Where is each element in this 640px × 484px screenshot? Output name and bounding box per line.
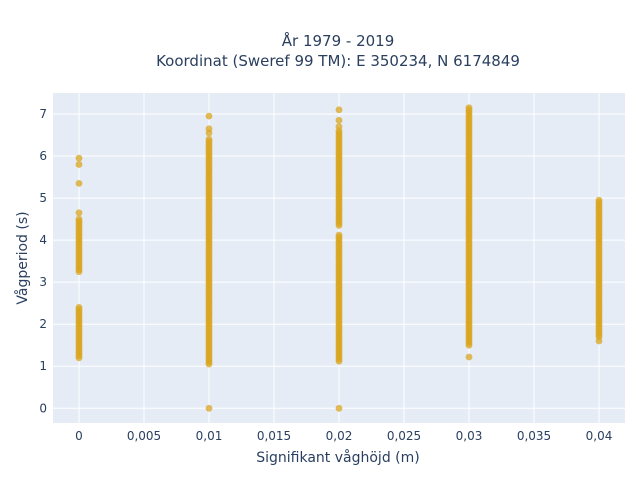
scatter-point [205,135,213,143]
scatter-point [595,196,603,204]
scatter-point [75,161,83,168]
scatter-point [335,106,343,114]
x-tick-label: 0,025 [387,429,421,443]
scatter-point [335,231,343,239]
y-tick-label: 2 [39,317,47,331]
y-tick-label: 0 [39,401,47,415]
x-tick-label: 0,035 [517,429,551,443]
x-tick-label: 0,015 [257,429,291,443]
scatter-point [205,404,213,412]
x-tick-label: 0 [75,429,83,443]
scatter-point [465,353,473,361]
x-tick-label: 0,01 [196,429,223,443]
data-points [75,104,603,412]
x-tick-label: 0,03 [456,429,483,443]
x-tick-label: 0,04 [586,429,613,443]
chart-title-line1: År 1979 - 2019 [282,31,395,50]
scatter-point [75,154,83,162]
x-tick-label: 0,005 [127,429,161,443]
scatter-point [75,179,83,187]
x-axis-title: Signifikant våghöjd (m) [256,449,419,466]
y-tick-label: 1 [39,359,47,373]
y-axis-title: Vågperiod (s) [14,211,31,304]
x-axis-ticks: 0 0,005 0,01 0,015 0,02 0,025 0,03 0,035 0,04 [75,429,612,443]
scatter-point [75,209,83,217]
scatter-point [205,125,213,133]
scatter-point [75,215,83,223]
scatter-point [595,337,603,345]
scatter-point [335,123,343,131]
y-tick-label: 3 [39,275,47,289]
scatter-point [75,303,83,311]
chart-title-line2: Koordinat (Sweref 99 TM): E 350234, N 61… [156,52,520,70]
scatter-point [335,404,343,412]
y-tick-label: 5 [39,191,47,205]
scatter-point [205,112,213,120]
scatter-point [335,116,343,124]
scatter-point [465,104,473,112]
y-axis-ticks: 0 1 2 3 4 5 6 7 [39,107,47,415]
y-tick-label: 6 [39,149,47,163]
y-tick-label: 4 [39,233,47,247]
x-tick-label: 0,02 [326,429,353,443]
y-tick-label: 7 [39,107,47,121]
